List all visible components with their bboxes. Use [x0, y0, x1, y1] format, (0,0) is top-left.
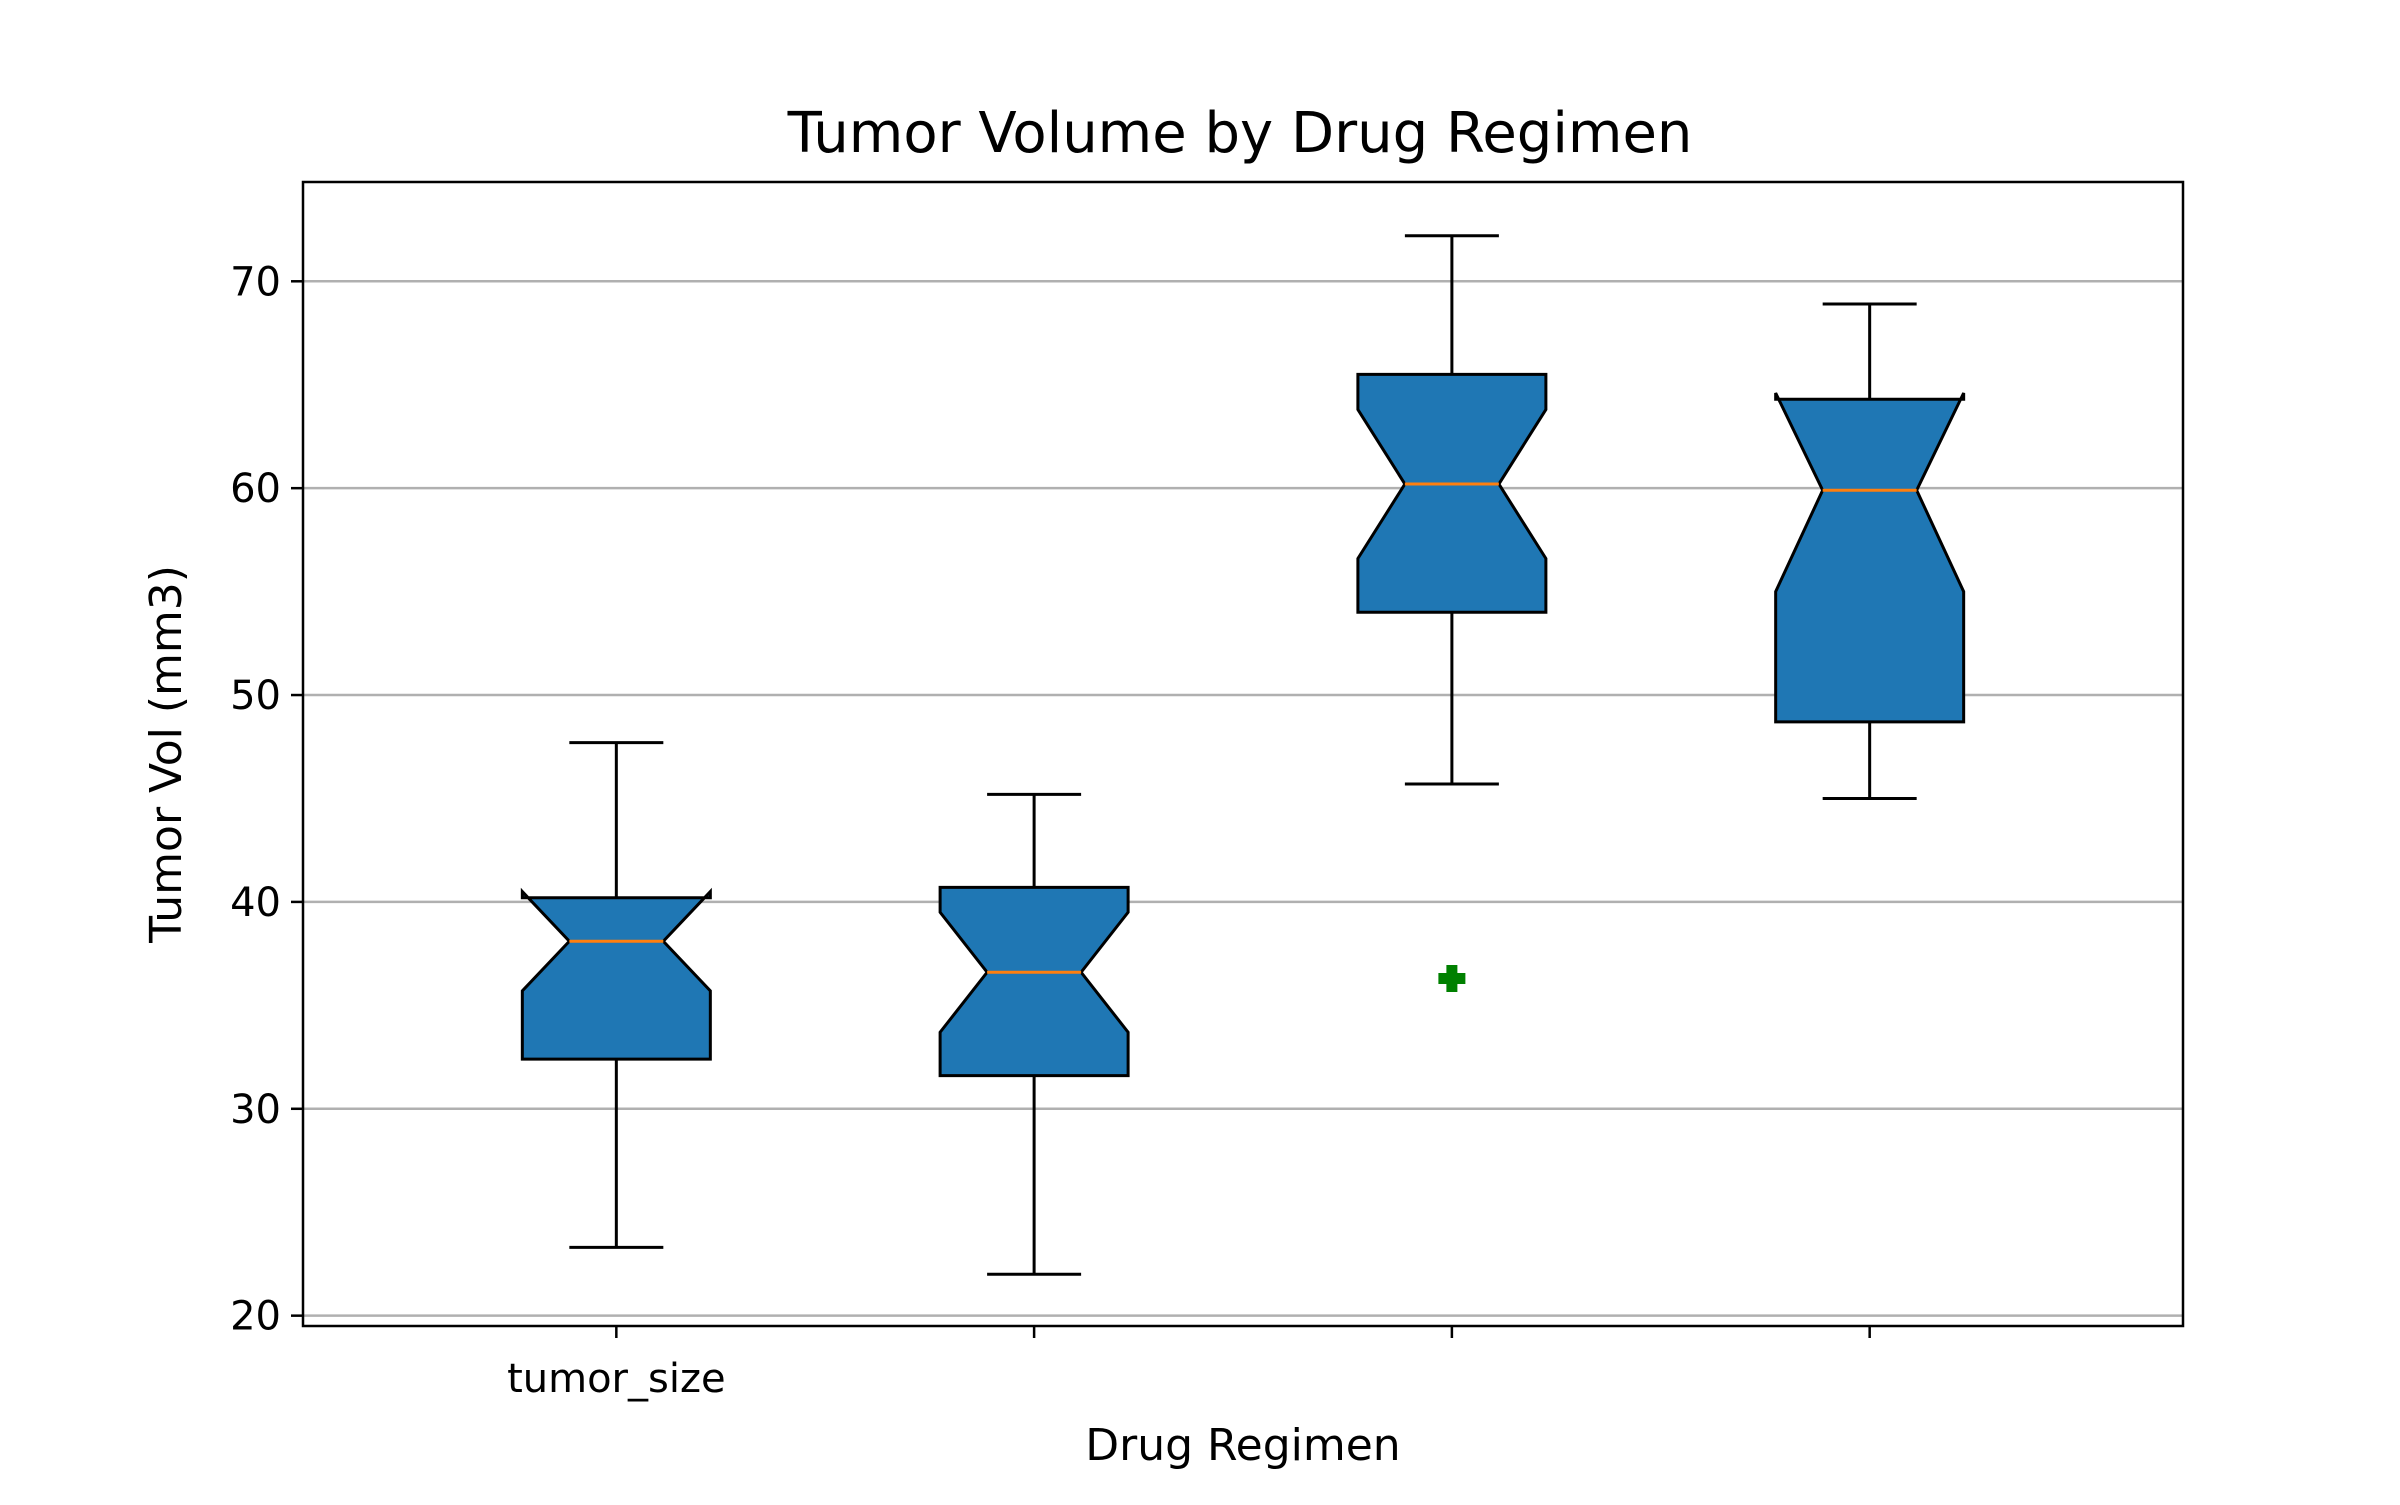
box-group: [938, 792, 1130, 1276]
y-tick-label: 40: [230, 880, 281, 926]
y-tick-label: 50: [230, 673, 281, 719]
y-tick-label: 70: [230, 259, 281, 305]
y-tick-label: 30: [230, 1087, 281, 1133]
box-group: [1356, 234, 1548, 992]
boxes: [520, 234, 1966, 1276]
notched-box: [1356, 372, 1548, 614]
box-group: [520, 741, 712, 1249]
notched-box: [1774, 392, 1966, 724]
notched-box: [938, 885, 1130, 1078]
notched-box: [520, 887, 712, 1061]
y-tick-label: 20: [230, 1294, 281, 1340]
plot-frame: [301, 180, 2185, 1328]
outlier-marker: [1438, 964, 1466, 992]
x-tick-label: tumor_size: [507, 1356, 725, 1402]
axes: 20 30 40 50 60 70 tumor_size: [230, 259, 1871, 1402]
chart-title: Tumor Volume by Drug Regimen: [787, 101, 1693, 166]
y-axis-label: Tumor Vol (mm3): [141, 565, 192, 944]
x-axis-label: Drug Regimen: [1085, 1420, 1400, 1471]
y-tick-label: 60: [230, 466, 281, 512]
box-group: [1774, 302, 1966, 800]
